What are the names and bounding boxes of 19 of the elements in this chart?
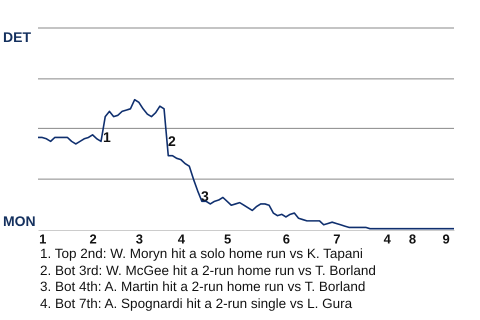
x-tick-label: 2 <box>90 232 97 246</box>
text: MON <box>3 213 36 229</box>
x-tick-label: 9 <box>442 232 450 246</box>
x-tick-label: 7 <box>333 232 340 246</box>
annotation: 2 <box>168 133 176 149</box>
text: 1. Top 2nd: W. Moryn hit a solo home run vs K. Tapani <box>40 246 364 262</box>
x-tick-label: 4 <box>384 232 392 246</box>
x-tick-label: 3 <box>136 232 143 246</box>
x-tick-label: 4 <box>178 232 186 246</box>
text: 2. Bot 3rd: W. McGee hit a 2-run home run vs T. Borland <box>40 262 376 279</box>
text: 4. Bot 7th: A. Spognardi hit a 2-run single vs L. Gura <box>40 296 354 312</box>
annotation: 1 <box>103 129 111 145</box>
x-tick-label: 1 <box>39 232 46 246</box>
x-tick-label: 8 <box>408 232 416 246</box>
x-tick-label: 6 <box>282 232 290 246</box>
text: DET <box>3 29 31 45</box>
annotation: 3 <box>201 188 209 204</box>
x-tick-label: 5 <box>224 232 232 246</box>
text: 3. Bot 4th: A. Martin hit a 2-run home run vs T. Borland <box>40 279 366 296</box>
